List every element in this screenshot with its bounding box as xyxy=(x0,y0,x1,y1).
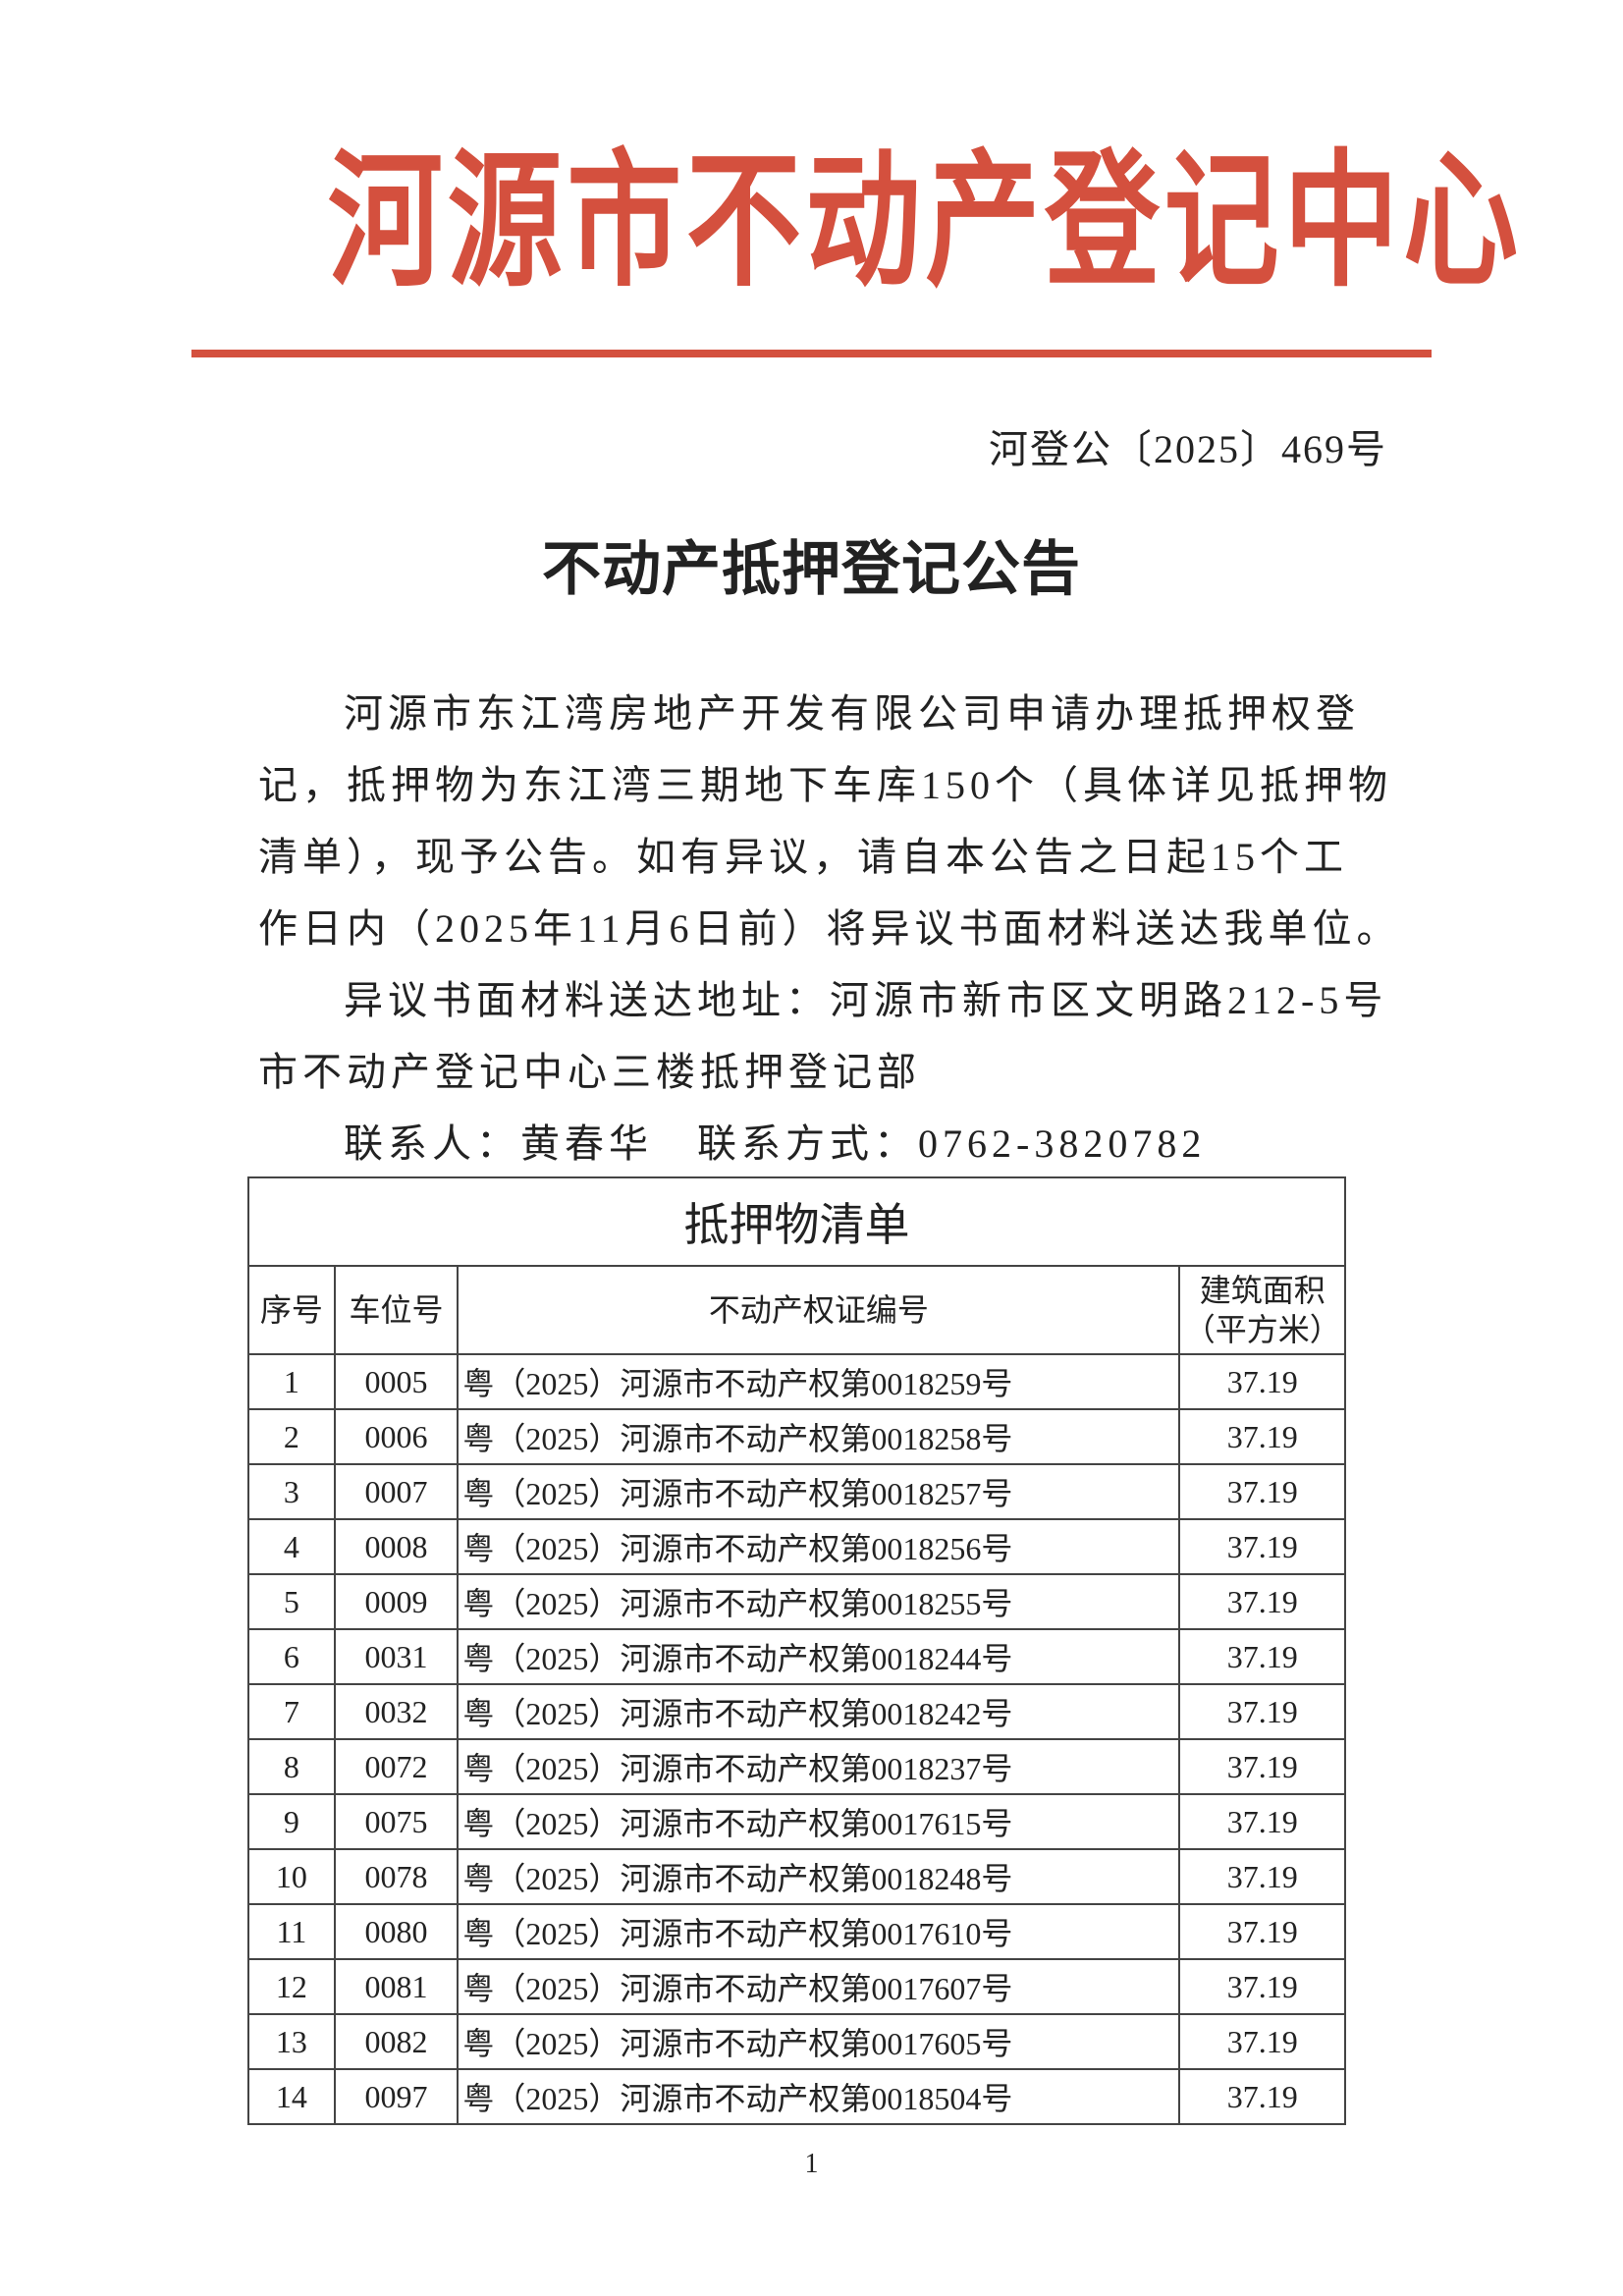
cell-space-no: 0006 xyxy=(333,1408,460,1465)
cell-cert-no: 粤（2025）河源市不动产权第0018237号 xyxy=(457,1738,1181,1795)
cell-area: 37.19 xyxy=(1178,1573,1346,1630)
cell-index: 7 xyxy=(247,1683,336,1740)
cell-cert-no: 粤（2025）河源市不动产权第0018504号 xyxy=(457,2068,1181,2125)
cell-space-no: 0072 xyxy=(333,1738,460,1795)
cell-cert-no: 粤（2025）河源市不动产权第0018242号 xyxy=(457,1683,1181,1740)
header-space-no: 车位号 xyxy=(333,1265,460,1355)
cell-area: 37.19 xyxy=(1178,1958,1346,2015)
cell-area: 37.19 xyxy=(1178,1793,1346,1850)
table-row: 9 0075 粤（2025）河源市不动产权第0017615号 37.19 xyxy=(247,1793,1346,1850)
cell-index: 3 xyxy=(247,1463,336,1520)
text-line: 异议书面材料送达地址：河源市新市区文明路212-5号 xyxy=(344,978,1388,1022)
cell-area: 37.19 xyxy=(1178,1683,1346,1740)
table-row: 1 0005 粤（2025）河源市不动产权第0018259号 37.19 xyxy=(247,1353,1346,1410)
cell-area: 37.19 xyxy=(1178,1408,1346,1465)
header-area: 建筑面积（平方米） xyxy=(1178,1265,1346,1355)
cell-cert-no: 粤（2025）河源市不动产权第0018255号 xyxy=(457,1573,1181,1630)
cell-index: 8 xyxy=(247,1738,336,1795)
cell-space-no: 0009 xyxy=(333,1573,460,1630)
text-line: 河源市东江湾房地产开发有限公司申请办理抵押权登 xyxy=(344,691,1360,736)
table-row: 14 0097 粤（2025）河源市不动产权第0018504号 37.19 xyxy=(247,2068,1346,2125)
cell-cert-no: 粤（2025）河源市不动产权第0018259号 xyxy=(457,1353,1181,1410)
cell-index: 5 xyxy=(247,1573,336,1630)
cell-cert-no: 粤（2025）河源市不动产权第0017615号 xyxy=(457,1793,1181,1850)
cell-space-no: 0097 xyxy=(333,2068,460,2125)
table-row: 2 0006 粤（2025）河源市不动产权第0018258号 37.19 xyxy=(247,1408,1346,1465)
collateral-table: 抵押物清单 序号 车位号 不动产权证编号 建筑面积（平方米） 1 0005 粤（20… xyxy=(247,1176,1346,2125)
cell-space-no: 0005 xyxy=(333,1353,460,1410)
table-row: 6 0031 粤（2025）河源市不动产权第0018244号 37.19 xyxy=(247,1628,1346,1685)
cell-area: 37.19 xyxy=(1178,1628,1346,1685)
cell-cert-no: 粤（2025）河源市不动产权第0017605号 xyxy=(457,2013,1181,2070)
text-line: 记，抵押物为东江湾三期地下车库150个（具体详见抵押物 xyxy=(258,763,1392,807)
table-row: 7 0032 粤（2025）河源市不动产权第0018242号 37.19 xyxy=(247,1683,1346,1740)
text-line: 作日内（2025年11月6日前）将异议书面材料送达我单位。 xyxy=(258,906,1401,951)
table-row: 5 0009 粤（2025）河源市不动产权第0018255号 37.19 xyxy=(247,1573,1346,1630)
cell-index: 12 xyxy=(247,1958,336,2015)
cell-cert-no: 粤（2025）河源市不动产权第0018248号 xyxy=(457,1848,1181,1905)
document-number: 河登公〔2025〕469号 xyxy=(989,427,1387,471)
cell-space-no: 0080 xyxy=(333,1903,460,1960)
cell-space-no: 0078 xyxy=(333,1848,460,1905)
cell-index: 4 xyxy=(247,1518,336,1575)
cell-area: 37.19 xyxy=(1178,1518,1346,1575)
cell-area: 37.19 xyxy=(1178,1848,1346,1905)
cell-index: 9 xyxy=(247,1793,336,1850)
cell-cert-no: 粤（2025）河源市不动产权第0018256号 xyxy=(457,1518,1181,1575)
text-line: 清单），现予公告。如有异议，请自本公告之日起15个工 xyxy=(258,835,1348,879)
table-row: 10 0078 粤（2025）河源市不动产权第0018248号 37.19 xyxy=(247,1848,1346,1905)
cell-area: 37.19 xyxy=(1178,1738,1346,1795)
cell-index: 1 xyxy=(247,1353,336,1410)
cell-index: 14 xyxy=(247,2068,336,2125)
cell-area: 37.19 xyxy=(1178,1903,1346,1960)
cell-space-no: 0031 xyxy=(333,1628,460,1685)
cell-cert-no: 粤（2025）河源市不动产权第0018244号 xyxy=(457,1628,1181,1685)
header-index: 序号 xyxy=(247,1265,336,1355)
cell-space-no: 0082 xyxy=(333,2013,460,2070)
text-line: 市不动产登记中心三楼抵押登记部 xyxy=(258,1050,921,1094)
page-number: 1 xyxy=(804,2149,819,2179)
organization-header: 河源市不动产登记中心 xyxy=(327,135,1523,307)
cell-index: 11 xyxy=(247,1903,336,1960)
cell-cert-no: 粤（2025）河源市不动产权第0017607号 xyxy=(457,1958,1181,2015)
header-cert-no: 不动产权证编号 xyxy=(457,1265,1181,1355)
cell-area: 37.19 xyxy=(1178,2013,1346,2070)
cell-index: 2 xyxy=(247,1408,336,1465)
table-row: 12 0081 粤（2025）河源市不动产权第0017607号 37.19 xyxy=(247,1958,1346,2015)
table-row: 13 0082 粤（2025）河源市不动产权第0017605号 37.19 xyxy=(247,2013,1346,2070)
table-row: 11 0080 粤（2025）河源市不动产权第0017610号 37.19 xyxy=(247,1903,1346,1960)
contact-line: 联系人：黄春华 联系方式：0762-3820782 xyxy=(344,1121,1207,1166)
cell-area: 37.19 xyxy=(1178,2068,1346,2125)
cell-space-no: 0032 xyxy=(333,1683,460,1740)
cell-index: 13 xyxy=(247,2013,336,2070)
cell-space-no: 0008 xyxy=(333,1518,460,1575)
cell-space-no: 0007 xyxy=(333,1463,460,1520)
header-red-rule xyxy=(191,350,1432,357)
cell-cert-no: 粤（2025）河源市不动产权第0018257号 xyxy=(457,1463,1181,1520)
cell-cert-no: 粤（2025）河源市不动产权第0018258号 xyxy=(457,1408,1181,1465)
cell-index: 10 xyxy=(247,1848,336,1905)
table-row: 4 0008 粤（2025）河源市不动产权第0018256号 37.19 xyxy=(247,1518,1346,1575)
cell-index: 6 xyxy=(247,1628,336,1685)
cell-space-no: 0075 xyxy=(333,1793,460,1850)
table-row: 8 0072 粤（2025）河源市不动产权第0018237号 37.19 xyxy=(247,1738,1346,1795)
cell-area: 37.19 xyxy=(1178,1353,1346,1410)
cell-cert-no: 粤（2025）河源市不动产权第0017610号 xyxy=(457,1903,1181,1960)
table-row: 3 0007 粤（2025）河源市不动产权第0018257号 37.19 xyxy=(247,1463,1346,1520)
table-title: 抵押物清单 xyxy=(247,1176,1346,1267)
notice-title: 不动产抵押登记公告 xyxy=(542,537,1081,602)
cell-area: 37.19 xyxy=(1178,1463,1346,1520)
cell-space-no: 0081 xyxy=(333,1958,460,2015)
